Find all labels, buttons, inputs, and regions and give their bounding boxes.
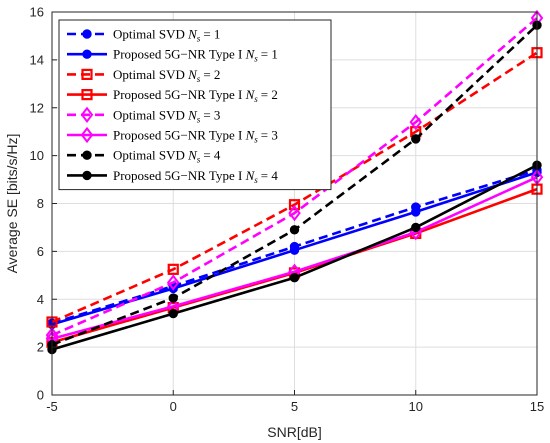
- legend-box: [58, 19, 332, 191]
- legend-marker: [80, 126, 94, 144]
- legend-entry: Proposed 5G−NR Type I Ns = 3: [67, 126, 278, 145]
- y-tick-label: 12: [30, 100, 44, 115]
- legend-ns-symbol: N: [245, 87, 256, 102]
- legend-entry: Optimal SVD Ns = 1: [67, 27, 220, 44]
- legend-label-prefix: Proposed 5G−NR Type I: [113, 128, 246, 143]
- x-tick-label: 5: [291, 399, 298, 414]
- legend-label: Proposed 5G−NR Type I Ns = 1: [113, 47, 278, 64]
- series-layer: [45, 9, 544, 355]
- series-line: [51, 51, 538, 324]
- legend-entry: Proposed 5G−NR Type I Ns = 4: [67, 168, 278, 185]
- legend-entry: Optimal SVD Ns = 3: [67, 106, 220, 124]
- legend-ns-value: = 4: [203, 148, 221, 163]
- legend-marker: [81, 88, 93, 101]
- y-tick-label: 0: [37, 388, 44, 403]
- legend-marker: [82, 170, 92, 181]
- legend-ns-symbol: N: [187, 148, 198, 163]
- data-point: [167, 263, 179, 275]
- x-tick-label: 10: [409, 399, 423, 414]
- y-tick-label: 16: [30, 5, 44, 20]
- legend-ns-symbol: N: [187, 27, 198, 42]
- legend-label: Optimal SVD Ns = 2: [113, 67, 220, 84]
- legend-entry: Proposed 5G−NR Type I Ns = 1: [67, 47, 278, 64]
- data-point: [411, 207, 421, 217]
- data-point: [168, 293, 178, 303]
- legend-marker: [82, 49, 92, 59]
- legend-label: Proposed 5G−NR Type I Ns = 4: [113, 168, 278, 185]
- legend-ns-symbol: N: [187, 107, 198, 122]
- x-tick-label: 15: [530, 399, 544, 414]
- legend-ns-value: = 4: [261, 168, 279, 183]
- legend-ns-subscript: s: [254, 94, 258, 104]
- legend-ns-symbol: N: [245, 168, 256, 183]
- data-point: [411, 134, 421, 144]
- legend-label-prefix: Proposed 5G−NR Type I: [113, 87, 246, 102]
- legend-label: Proposed 5G−NR Type I Ns = 3: [113, 128, 278, 145]
- legend-ns-subscript: s: [197, 155, 201, 165]
- data-point: [168, 308, 178, 319]
- series-8: [47, 160, 542, 355]
- legend-marker: [82, 150, 92, 160]
- legend-ns-subscript: s: [254, 175, 258, 185]
- legend-ns-value: = 3: [261, 128, 278, 143]
- y-tick-label: 14: [30, 52, 44, 67]
- legend-ns-symbol: N: [245, 128, 256, 143]
- legend-ns-value: = 2: [261, 87, 278, 102]
- legend-ns-subscript: s: [197, 34, 201, 44]
- legend-ns-value: = 1: [203, 27, 220, 42]
- legend-ns-value: = 3: [203, 107, 220, 122]
- legend-entry: Optimal SVD Ns = 2: [67, 67, 220, 84]
- legend-label-prefix: Optimal SVD: [113, 107, 188, 122]
- legend-ns-value: = 2: [203, 67, 220, 82]
- data-point: [288, 204, 301, 222]
- legend-label: Optimal SVD Ns = 1: [113, 27, 220, 44]
- legend-label: Optimal SVD Ns = 3: [113, 107, 220, 124]
- legend-ns-subscript: s: [197, 74, 201, 84]
- legend-label-prefix: Optimal SVD: [113, 67, 188, 82]
- legend-label-prefix: Optimal SVD: [113, 27, 188, 42]
- data-point: [288, 199, 301, 211]
- data-point: [289, 273, 300, 283]
- y-axis-label: Average SE [bits/s/Hz]: [4, 134, 20, 274]
- series-line: [51, 16, 538, 337]
- data-point: [289, 225, 300, 235]
- legend-label-prefix: Proposed 5G−NR Type I: [113, 47, 246, 62]
- legend-marker: [82, 29, 92, 39]
- legend-ns-value: = 1: [261, 47, 278, 62]
- x-tick-label: 0: [170, 399, 177, 414]
- legend-ns-subscript: s: [254, 135, 258, 145]
- legend-entry: Optimal SVD Ns = 4: [67, 148, 221, 165]
- legend-ns-symbol: N: [245, 47, 256, 62]
- x-axis-label: SNR[dB]: [267, 424, 321, 440]
- legend-label: Optimal SVD Ns = 4: [113, 148, 221, 165]
- legend-ns-symbol: N: [187, 67, 198, 82]
- y-tick-label: 8: [37, 196, 44, 211]
- legend-ns-subscript: s: [254, 54, 258, 64]
- legend-label-prefix: Optimal SVD: [113, 148, 188, 163]
- y-tick-label: 6: [37, 244, 44, 259]
- series-line: [51, 175, 538, 341]
- legend-marker: [81, 68, 93, 81]
- data-point: [411, 222, 421, 233]
- legend-label: Proposed 5G−NR Type I Ns = 2: [113, 87, 278, 104]
- data-point: [289, 245, 300, 255]
- legend-marker: [80, 106, 94, 123]
- legend-ns-subscript: s: [197, 114, 201, 124]
- y-tick-label: 4: [37, 292, 44, 307]
- legend-label-prefix: Proposed 5G−NR Type I: [113, 168, 246, 183]
- legend-entry: Proposed 5G−NR Type I Ns = 2: [67, 87, 278, 104]
- x-tick-label: -5: [46, 399, 58, 414]
- data-point: [166, 274, 180, 291]
- y-tick-label: 2: [37, 340, 44, 355]
- data-point: [409, 113, 423, 131]
- y-tick-label: 10: [30, 148, 44, 163]
